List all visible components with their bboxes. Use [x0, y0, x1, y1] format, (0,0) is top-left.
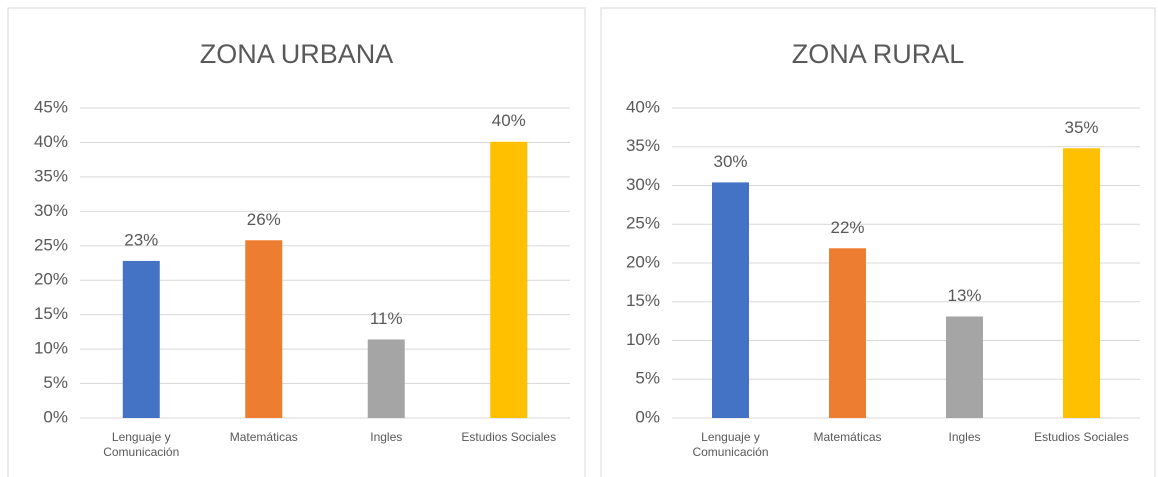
- x-tick-label: Estudios Sociales: [1034, 430, 1129, 444]
- y-tick-label: 10%: [34, 339, 68, 358]
- y-tick-label: 20%: [34, 270, 68, 289]
- bar: [1063, 148, 1100, 419]
- chart-title: ZONA RURAL: [792, 39, 965, 69]
- x-tick-label: Matemáticas: [813, 430, 882, 444]
- y-tick-label: 5%: [43, 373, 68, 392]
- bar: [490, 141, 528, 418]
- data-label: 13%: [947, 286, 981, 305]
- x-tick-label: Ingles: [948, 430, 981, 444]
- y-tick-label: 5%: [635, 369, 660, 388]
- y-tick-label: 45%: [34, 97, 68, 116]
- x-tick-label: Lenguaje y Comunicación: [103, 430, 180, 459]
- chart-title: ZONA URBANA: [200, 39, 394, 69]
- y-tick-label: 25%: [626, 214, 660, 233]
- y-tick-label: 30%: [34, 201, 68, 220]
- data-label: 26%: [247, 210, 281, 229]
- y-tick-label: 35%: [34, 166, 68, 185]
- x-tick-label: Matemáticas: [229, 430, 298, 444]
- bar: [245, 240, 283, 418]
- y-tick-label: 40%: [34, 132, 68, 151]
- bar: [712, 182, 749, 418]
- data-label: 30%: [713, 152, 747, 171]
- bar: [367, 339, 405, 418]
- data-label: 40%: [492, 111, 526, 130]
- bar: [122, 260, 160, 418]
- y-tick-label: 25%: [34, 235, 68, 254]
- y-tick-label: 15%: [34, 304, 68, 323]
- data-label: 11%: [370, 309, 403, 328]
- y-tick-label: 0%: [635, 407, 660, 426]
- y-tick-label: 20%: [626, 252, 660, 271]
- bar: [946, 316, 983, 418]
- data-label: 35%: [1064, 118, 1098, 137]
- chart-frame: [7, 7, 586, 477]
- y-tick-label: 0%: [43, 407, 68, 426]
- x-tick-label: Lenguaje y Comunicación: [692, 430, 769, 459]
- x-tick-label: Ingles: [370, 430, 403, 444]
- x-tick-label: Estudios Sociales: [461, 430, 557, 444]
- bar: [829, 248, 866, 418]
- y-tick-label: 30%: [626, 175, 660, 194]
- y-tick-label: 15%: [626, 291, 660, 310]
- y-tick-label: 35%: [626, 136, 660, 155]
- y-tick-label: 10%: [626, 330, 660, 349]
- chart-frame: [600, 7, 1156, 477]
- data-label: 22%: [830, 218, 864, 237]
- y-tick-label: 40%: [626, 97, 660, 116]
- data-label: 23%: [124, 230, 158, 249]
